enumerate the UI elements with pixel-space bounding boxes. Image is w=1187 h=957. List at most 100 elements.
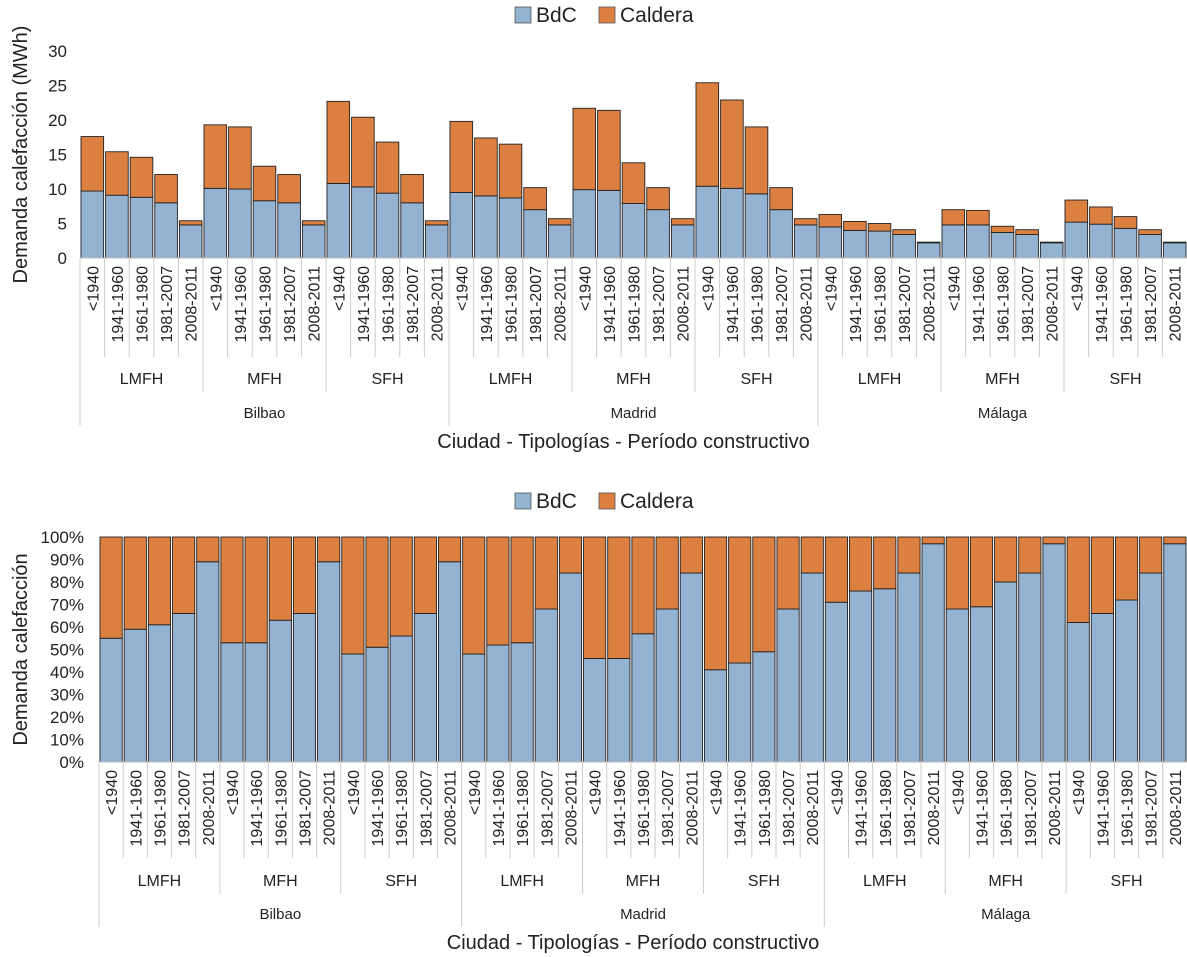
bar-bdc	[375, 192, 400, 259]
x-tick-label-period: 1961-1980	[258, 266, 275, 343]
y-tick-label: 100%	[41, 528, 84, 547]
x-tick-label-period: 2008-2011	[307, 266, 324, 341]
typology-label: SFH	[741, 371, 773, 388]
bar-caldera	[400, 174, 424, 204]
city-label: Málaga	[978, 405, 1028, 422]
bar-caldera	[147, 536, 172, 626]
bar-bdc	[400, 202, 424, 259]
bar-bdc	[892, 234, 916, 259]
x-tick-label-period: 1941-1960	[602, 266, 619, 343]
bar-bdc	[1114, 599, 1139, 763]
bar-bdc	[941, 224, 966, 259]
bar-caldera	[375, 141, 400, 194]
bar-bdc	[994, 581, 1018, 763]
bar-caldera	[818, 214, 843, 228]
bar-bdc	[1015, 234, 1039, 259]
bar-caldera	[873, 536, 897, 590]
x-tick-label-period: 2008-2011	[684, 770, 701, 845]
x-tick-label-period: 1961-1980	[152, 770, 169, 847]
x-tick-label-period: <1940	[331, 266, 348, 311]
x-tick-label-period: 1981-2007	[418, 770, 435, 847]
x-tick-label-period: 2008-2011	[201, 770, 218, 845]
x-tick-label-period: 1981-2007	[897, 266, 914, 343]
typology-label: MFH	[247, 371, 282, 388]
x-tick-label-period: 2008-2011	[799, 266, 816, 341]
x-tick-label-period: 1941-1960	[249, 770, 266, 847]
x-tick-label-period: 1961-1980	[873, 266, 890, 343]
x-tick-label-period: 1961-1980	[504, 266, 521, 343]
city-label: Bilbao	[244, 405, 286, 422]
x-tick-label-period: 1981-2007	[298, 770, 315, 847]
x-tick-label-period: <1940	[823, 266, 840, 311]
x-tick-label-period: <1940	[946, 266, 963, 311]
x-tick-label-period: <1940	[104, 770, 121, 815]
bar-caldera	[1138, 229, 1162, 235]
bar-caldera	[843, 220, 867, 231]
x-tick-label-period: <1940	[709, 770, 726, 815]
x-tick-label-period: 1961-1980	[273, 770, 290, 847]
x-tick-label-period: 2008-2011	[184, 266, 201, 341]
bar-bdc	[703, 669, 728, 763]
bar-bdc	[80, 190, 105, 259]
y-tick-label: 20	[48, 111, 67, 130]
bar-bdc	[583, 658, 607, 763]
bar-caldera	[178, 220, 203, 226]
bar-caldera	[277, 174, 301, 204]
x-tick-label-period: 1961-1980	[757, 770, 774, 847]
bar-bdc	[679, 572, 703, 763]
x-tick-label-period: 1941-1960	[733, 770, 750, 847]
bar-caldera	[776, 536, 800, 610]
bar-bdc	[1163, 543, 1187, 763]
bar-caldera	[1018, 536, 1042, 574]
x-tick-label-period: 1941-1960	[612, 770, 629, 847]
legend-label-caldera: Caldera	[620, 490, 694, 513]
bar-bdc	[228, 188, 252, 259]
x-tick-label-period: 1941-1960	[725, 266, 742, 343]
typology-label: MFH	[616, 371, 651, 388]
city-label: Bilbao	[259, 906, 301, 923]
bar-bdc	[341, 653, 365, 763]
bar-caldera	[744, 126, 769, 195]
x-tick-label-period: 1961-1980	[878, 770, 895, 847]
bar-caldera	[1113, 216, 1138, 229]
bar-bdc	[1113, 227, 1138, 259]
bar-caldera	[317, 536, 341, 563]
bar-bdc	[547, 224, 572, 259]
bar-bdc	[105, 194, 129, 259]
bar-caldera	[849, 536, 873, 592]
x-tick-label-period: 1981-2007	[282, 266, 299, 343]
bar-bdc	[1138, 234, 1162, 259]
bar-bdc	[945, 608, 969, 763]
y-tick-label: 5	[58, 215, 67, 234]
x-tick-label-period: <1940	[1071, 770, 1088, 815]
x-tick-label-period: 2008-2011	[926, 770, 943, 845]
y-tick-label: 30	[48, 42, 67, 61]
x-tick-label-period: 1981-2007	[177, 770, 194, 847]
bar-bdc	[695, 185, 720, 259]
x-tick-label-period: 1981-2007	[1144, 770, 1161, 847]
bar-bdc	[196, 561, 220, 763]
bar-caldera	[244, 536, 268, 644]
x-tick-label-period: 1941-1960	[848, 266, 865, 343]
bar-bdc	[486, 644, 510, 763]
bar-caldera	[597, 109, 621, 191]
bar-bdc	[916, 242, 941, 259]
bar-bdc	[572, 189, 597, 259]
x-tick-label-period: 1981-2007	[528, 266, 545, 343]
bar-bdc	[424, 224, 449, 259]
bar-caldera	[268, 536, 292, 621]
bar-bdc	[558, 572, 583, 763]
bar-caldera	[941, 209, 966, 226]
bar-bdc	[301, 224, 326, 259]
x-tick-label-period: 1941-1960	[971, 266, 988, 343]
x-tick-label-period: 1981-2007	[1143, 266, 1160, 343]
bar-caldera	[99, 536, 123, 639]
bar-caldera	[1139, 536, 1163, 574]
typology-label: MFH	[626, 873, 661, 890]
bar-caldera	[228, 126, 252, 190]
bar-bdc	[220, 642, 244, 763]
y-tick-label: 40%	[50, 663, 84, 682]
bar-caldera	[1042, 536, 1066, 545]
bar-caldera	[326, 100, 351, 184]
